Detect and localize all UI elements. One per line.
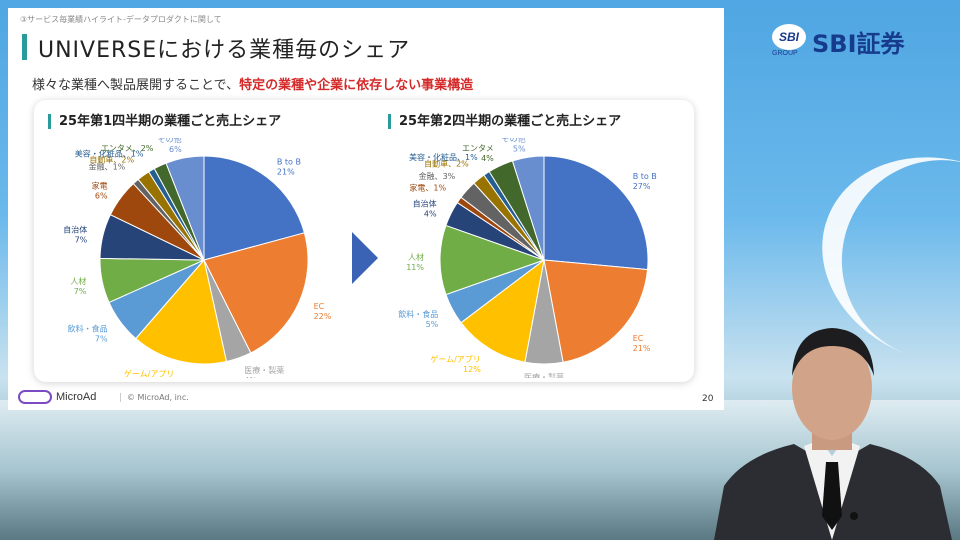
- presenter-video: [714, 328, 952, 540]
- pie-label: エンタメ 4%: [462, 144, 494, 163]
- pie-slice: [203, 155, 305, 261]
- breadcrumb: ③サービス毎業績ハイライト-データプロダクトに関して: [20, 15, 222, 24]
- presenter-hair: [792, 328, 874, 376]
- pie-label: 人材 11%: [406, 252, 424, 272]
- pie-label: 美容・化粧品、1%: [409, 152, 478, 162]
- pie-slice: [543, 155, 649, 271]
- presentation-slide: ③サービス毎業績ハイライト-データプロダクトに関して UNIVERSEにおける業…: [8, 8, 724, 410]
- sbi-group-label: GROUP: [772, 50, 798, 57]
- pie-label: B to B 21%: [277, 158, 301, 177]
- pie-label: その他 5%: [502, 138, 526, 153]
- chart-title-q2: 25年第2四半期の業種ごと売上シェア: [388, 114, 621, 129]
- lapel-mic-icon: [850, 512, 858, 520]
- pie-label: 金融、1%: [89, 161, 126, 171]
- copyright: © MicroAd, inc.: [120, 393, 189, 402]
- pie-label: 医療・製薬4%: [244, 365, 284, 378]
- microad-logo: MicroAd: [18, 390, 96, 404]
- sbi-logo: SBI GROUP SBI証券: [766, 20, 936, 60]
- chart-title-q1: 25年第1四半期の業種ごと売上シェア: [48, 114, 281, 129]
- slide-subtitle: 様々な業種へ製品展開することで、特定の業種や企業に依存しない事業構造: [32, 74, 473, 93]
- presenter-tie: [822, 462, 842, 530]
- arrow-right-icon: [352, 232, 378, 284]
- pie-label: B to B 27%: [633, 172, 657, 191]
- pie-slice: [165, 155, 205, 261]
- pie-label: 家電 6%: [92, 181, 108, 201]
- sbi-mark: SBI: [772, 24, 806, 50]
- pie-label: EC 22%: [314, 302, 332, 321]
- pie-slice: [543, 259, 649, 363]
- microad-name: MicroAd: [56, 390, 97, 403]
- title-accent-bar: [22, 34, 27, 60]
- pie-label: 医療・製薬6%: [524, 372, 564, 378]
- pie-label: 人材 7%: [70, 276, 86, 296]
- subtitle-plain: 様々な業種へ製品展開することで、: [32, 78, 240, 93]
- pie-label: 家電、1%: [409, 183, 446, 193]
- sbi-name: SBI証券: [812, 30, 905, 58]
- pie-slice: [511, 155, 545, 261]
- chart-panel: 25年第1四半期の業種ごと売上シェア 25年第2四半期の業種ごと売上シェア B …: [34, 100, 694, 382]
- pie-slice: [203, 232, 309, 354]
- pie-label: EC 21%: [633, 334, 651, 353]
- pie-slice: [439, 224, 546, 296]
- pie-label: 金融、3%: [419, 171, 456, 181]
- pie-label: 飲料・食品 7%: [68, 323, 108, 343]
- pie-label: 自動車、2%: [424, 159, 469, 169]
- pie-label: ゲーム/アプリ15%: [124, 368, 175, 378]
- pie-label: その他 6%: [158, 138, 182, 154]
- pie-label: 飲料・食品 5%: [398, 309, 438, 329]
- presenter-face: [792, 336, 872, 440]
- pie-slice: [135, 258, 228, 365]
- microad-wave-icon: [18, 390, 52, 404]
- pie-label: 自治体 4%: [413, 199, 437, 219]
- pie-label: エンタメ、2%: [101, 144, 154, 153]
- subtitle-highlight: 特定の業種や企業に依存しない事業構造: [239, 78, 474, 93]
- pie-slice: [460, 258, 545, 363]
- pie-label: ゲーム/アプリ 12%: [430, 354, 481, 374]
- pie-label: 自動車、2%: [89, 155, 134, 165]
- slide-title: UNIVERSEにおける業種毎のシェア: [38, 38, 411, 63]
- page-number: 20: [702, 394, 714, 404]
- pie-label: 美容・化粧品、1%: [75, 148, 144, 158]
- pie-label: 自治体 7%: [63, 224, 87, 244]
